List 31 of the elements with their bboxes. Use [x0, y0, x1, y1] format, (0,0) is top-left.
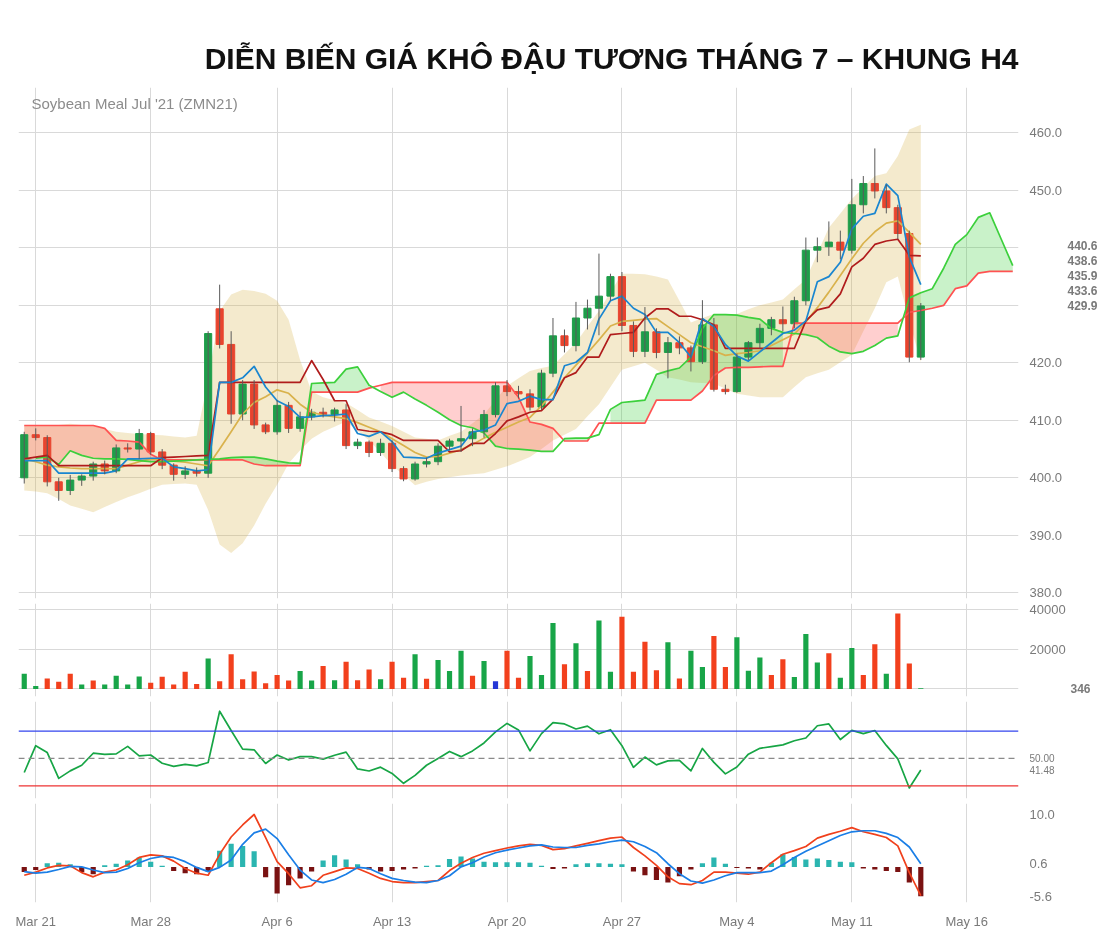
y-tick-label: 390.0 [1029, 527, 1063, 543]
x-tick-label: Apr 6 [261, 913, 293, 929]
y-tick-label: 41.48 [1029, 765, 1055, 777]
y-tick-label: 0.6 [1029, 856, 1048, 872]
x-tick-label: Apr 13 [372, 913, 412, 929]
y-tick-label: 50.00 [1029, 753, 1055, 765]
x-tick-label: Mar 28 [130, 913, 171, 929]
chart-title: DIỄN BIẾN GIÁ KHÔ ĐẬU TƯƠNG THÁNG 7 – KHUNG H4 [204, 41, 1019, 75]
y-tick-label: 410.0 [1029, 412, 1063, 428]
y-tick-label: 40000 [1029, 601, 1066, 617]
x-tick-label: Apr 20 [487, 913, 527, 929]
y-tick-label: 460.0 [1029, 125, 1063, 141]
y-tick-label: 420.0 [1029, 355, 1063, 371]
x-tick-label: May 11 [831, 913, 873, 929]
x-tick-label: Mar 21 [15, 913, 56, 929]
text: Soybean Meal Jul '21 (ZMN21) [31, 94, 238, 112]
text: 433.6 [1067, 284, 1098, 299]
text: 435.9 [1067, 269, 1098, 284]
text: 429.9 [1067, 299, 1098, 314]
text: 346 [1070, 681, 1091, 696]
x-tick-label: May 4 [719, 913, 755, 929]
text: 438.6 [1067, 254, 1098, 269]
y-tick-label: 10.0 [1029, 807, 1055, 822]
x-tick-label: May 16 [945, 913, 989, 929]
y-tick-label: 400.0 [1029, 470, 1063, 486]
text: 440.6 [1067, 239, 1098, 254]
y-tick-label: -5.6 [1029, 888, 1052, 904]
y-tick-label: 380.0 [1029, 585, 1063, 601]
x-tick-label: Apr 27 [602, 913, 642, 929]
y-tick-label: 450.0 [1029, 182, 1063, 198]
y-tick-label: 20000 [1029, 641, 1066, 657]
